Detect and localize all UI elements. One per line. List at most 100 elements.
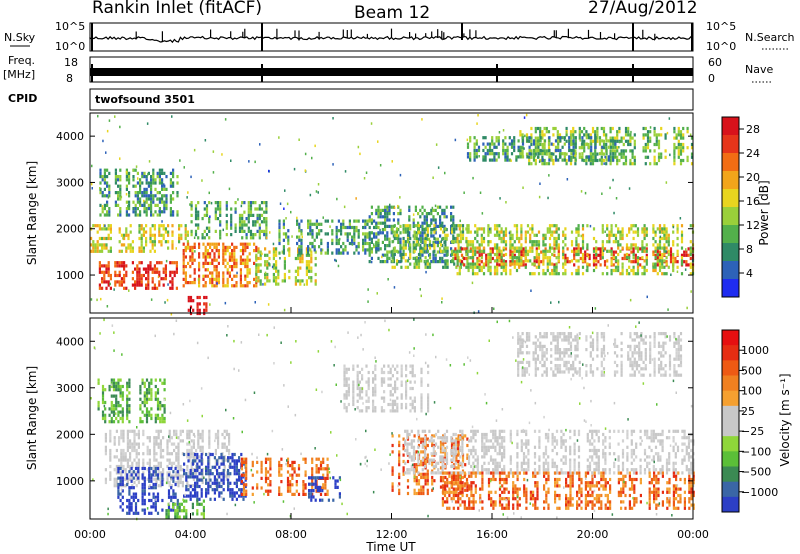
heatmap-cell <box>98 249 101 253</box>
heatmap-cell <box>277 269 280 273</box>
heatmap-cell <box>504 272 508 276</box>
heatmap-cell <box>430 218 433 222</box>
heatmap-cell <box>466 224 469 228</box>
heatmap-cell <box>244 261 247 265</box>
heatmap-cell <box>585 136 588 140</box>
heatmap-cell <box>634 256 637 261</box>
heatmap-cell <box>661 262 664 266</box>
heatmap-cell <box>305 263 308 267</box>
heatmap-cell <box>145 277 148 281</box>
heatmap-cell <box>606 227 609 231</box>
heatmap-cell <box>395 259 399 263</box>
heatmap-cell <box>150 197 153 201</box>
heatmap-cell <box>252 220 255 224</box>
heatmap-cell <box>587 133 590 137</box>
heatmap-cell <box>186 429 189 433</box>
heatmap-cell <box>109 429 112 433</box>
heatmap-cell <box>509 246 512 250</box>
heatmap-cell <box>541 136 544 140</box>
heatmap-cell <box>142 233 145 237</box>
heatmap-cell <box>190 175 192 179</box>
heatmap-cell <box>679 130 683 134</box>
heatmap-cell <box>159 471 162 475</box>
heatmap-cell <box>339 237 341 241</box>
heatmap-cell <box>551 268 554 273</box>
heatmap-cell <box>289 473 292 477</box>
heatmap-cell <box>167 495 171 499</box>
heatmap-cell <box>266 276 269 280</box>
heatmap-cell <box>228 442 231 446</box>
heatmap-cell <box>113 439 116 443</box>
heatmap-cell <box>663 230 666 234</box>
heatmap-cell <box>264 489 268 493</box>
heatmap-cell <box>101 286 104 290</box>
heatmap-cell <box>205 308 208 312</box>
heatmap-cell <box>680 272 684 276</box>
heatmap-cell <box>370 231 373 235</box>
heatmap-cell <box>127 233 130 237</box>
heatmap-cell <box>561 145 564 149</box>
heatmap-cell <box>532 158 536 162</box>
heatmap-cell <box>160 261 163 265</box>
heatmap-cell <box>580 234 582 238</box>
heatmap-cell <box>402 243 405 247</box>
heatmap-cell <box>194 223 198 227</box>
heatmap-cell <box>221 442 224 446</box>
heatmap-cell <box>311 473 314 477</box>
heatmap-cell <box>172 492 175 496</box>
heatmap-cell <box>379 228 381 232</box>
heatmap-cell <box>444 246 447 250</box>
heatmap-cell <box>386 237 389 241</box>
heatmap-cell <box>190 204 193 208</box>
heatmap-cell <box>347 377 350 381</box>
heatmap-cell <box>225 201 228 205</box>
heatmap-cell <box>318 222 321 226</box>
heatmap-cell <box>426 233 429 237</box>
heatmap-cell <box>393 286 396 289</box>
heatmap-cell <box>109 432 112 437</box>
heatmap-cell <box>629 139 632 143</box>
heatmap-cell <box>685 248 687 251</box>
heatmap-cell <box>596 139 599 143</box>
colorbar-tick-label: 12 <box>746 219 760 232</box>
heatmap-cell <box>196 497 199 501</box>
heatmap-cell <box>489 247 492 251</box>
heatmap-cell <box>247 207 250 211</box>
heatmap-cell <box>314 263 317 267</box>
heatmap-cell <box>657 158 661 163</box>
heatmap-cell <box>242 489 246 493</box>
heatmap-cell <box>690 290 692 293</box>
heatmap-cell <box>119 482 122 487</box>
heatmap-cell <box>156 270 159 274</box>
heatmap-cell <box>679 162 683 166</box>
heatmap-cell <box>309 193 312 197</box>
heatmap-cell <box>242 462 245 466</box>
heatmap-cell <box>661 259 664 263</box>
heatmap-cell <box>101 175 104 179</box>
heatmap-cell <box>614 256 618 260</box>
heatmap-cell <box>548 256 552 260</box>
heatmap-cell <box>384 218 387 222</box>
heatmap-cell <box>229 481 232 485</box>
heatmap-cell <box>444 227 447 231</box>
heatmap-cell <box>364 248 367 252</box>
heatmap-cell <box>268 279 271 283</box>
noise-left-bot: 10^0 <box>55 40 85 53</box>
heatmap-cell <box>191 475 194 479</box>
heatmap-cell <box>364 238 367 242</box>
heatmap-cell <box>164 264 167 268</box>
heatmap-cell <box>565 152 568 156</box>
heatmap-cell <box>466 145 470 149</box>
heatmap-cell <box>322 457 325 461</box>
heatmap-cell <box>205 207 209 211</box>
heatmap-cell <box>215 274 218 278</box>
heatmap-cell <box>231 459 234 463</box>
heatmap-cell <box>628 259 631 263</box>
heatmap-cell <box>132 178 135 182</box>
heatmap-cell <box>156 213 159 217</box>
heatmap-cell <box>518 246 521 250</box>
heatmap-cell <box>193 236 196 239</box>
heatmap-cell <box>166 480 169 485</box>
heatmap-cell <box>641 265 644 269</box>
heatmap-cell <box>291 467 294 471</box>
